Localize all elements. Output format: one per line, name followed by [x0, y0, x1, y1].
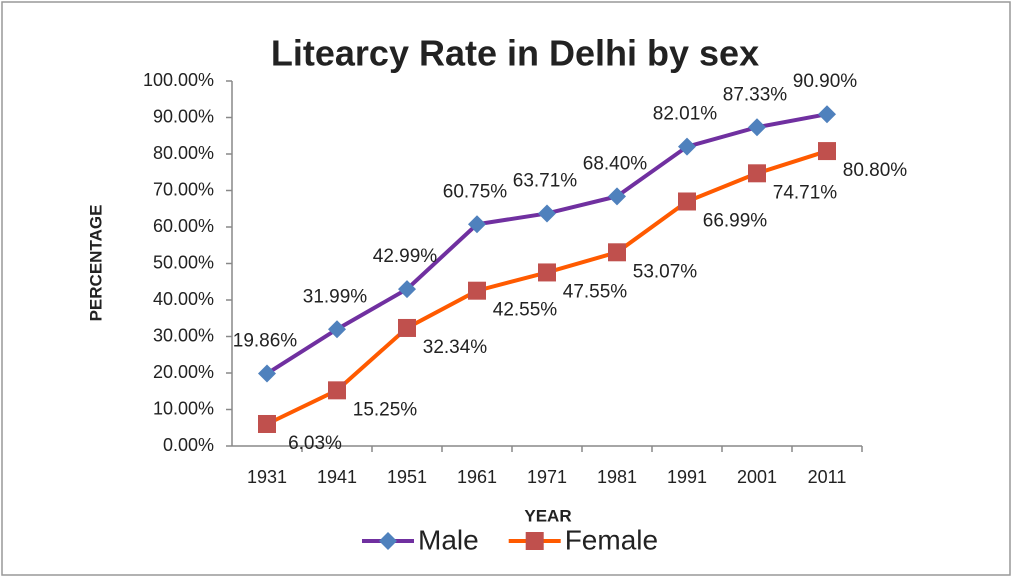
y-tick-label: 20.00%	[153, 362, 214, 382]
x-tick-label: 1981	[597, 467, 637, 487]
data-point	[258, 414, 276, 433]
data-point	[328, 320, 346, 339]
data-label: 53.07%	[633, 261, 698, 282]
data-point	[748, 164, 766, 183]
y-tick-label: 60.00%	[153, 216, 214, 236]
data-point	[608, 243, 626, 262]
x-tick-label: 2011	[808, 467, 847, 487]
x-tick-label: 1951	[387, 467, 427, 487]
data-point	[748, 118, 766, 137]
data-point	[398, 318, 416, 337]
y-tick-label: 80.00%	[153, 143, 214, 163]
y-tick-label: 100.00%	[143, 70, 214, 90]
data-point	[398, 280, 416, 299]
data-point	[468, 215, 486, 234]
data-point	[678, 137, 696, 156]
data-point	[538, 263, 556, 282]
chart-title: Litearcy Rate in Delhi by sex	[271, 33, 759, 74]
data-label: 68.40%	[583, 153, 648, 174]
data-label: 66.99%	[703, 211, 768, 232]
data-label: 80.80%	[843, 160, 908, 181]
data-label: 87.33%	[723, 84, 788, 105]
data-label: 42.55%	[493, 300, 558, 321]
x-tick-label: 1991	[667, 467, 707, 487]
x-tick-label: 1941	[317, 467, 357, 487]
data-label: 47.55%	[563, 281, 628, 302]
data-label: 63.71%	[513, 170, 578, 191]
data-point	[258, 364, 276, 383]
data-point	[678, 192, 696, 211]
data-point	[818, 142, 836, 161]
y-axis-label: PERCENTAGE	[86, 205, 105, 322]
data-label: 82.01%	[653, 104, 718, 125]
data-label: 90.90%	[793, 71, 858, 92]
data-label: 60.75%	[443, 181, 508, 202]
y-tick-label: 70.00%	[153, 179, 214, 199]
y-tick-label: 30.00%	[153, 325, 214, 345]
data-point	[608, 187, 626, 206]
x-tick-label: 1961	[457, 467, 497, 487]
y-tick-label: 90.00%	[153, 106, 214, 126]
y-tick-label: 50.00%	[153, 252, 214, 272]
data-label: 42.99%	[373, 246, 438, 267]
data-label: 6.03%	[288, 433, 342, 454]
x-tick-label: 2001	[737, 467, 777, 487]
y-tick-label: 0.00%	[163, 435, 214, 455]
y-tick-label: 10.00%	[153, 398, 214, 418]
y-tick-label: 40.00%	[153, 289, 214, 309]
data-label: 19.86%	[233, 331, 298, 352]
data-point	[468, 281, 486, 300]
data-point	[328, 381, 346, 400]
legend-label: Male	[418, 524, 479, 555]
legend-marker	[379, 532, 397, 550]
data-label: 31.99%	[303, 286, 368, 307]
data-point	[818, 105, 836, 124]
data-label: 32.34%	[423, 337, 488, 358]
legend-marker	[525, 532, 544, 550]
x-tick-label: 1931	[247, 467, 287, 487]
data-label: 15.25%	[353, 399, 418, 420]
data-label: 74.71%	[773, 182, 838, 203]
x-axis-label: YEAR	[524, 506, 571, 525]
x-tick-label: 1971	[527, 467, 567, 487]
data-point	[538, 204, 556, 223]
legend-label: Female	[565, 524, 658, 555]
